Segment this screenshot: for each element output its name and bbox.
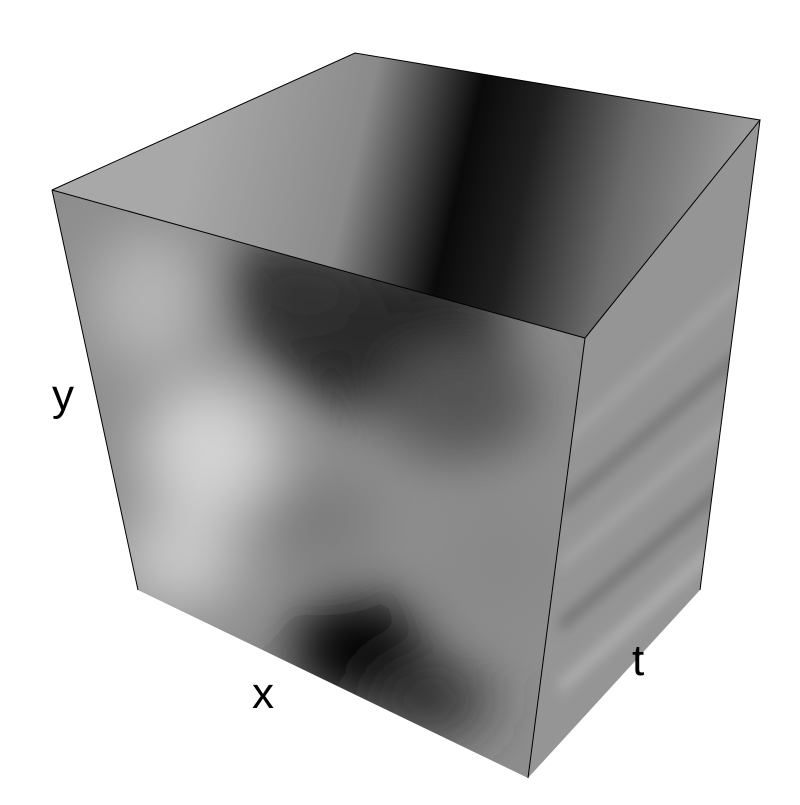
axis-label-y: y: [52, 371, 74, 420]
axis-label-t: t: [632, 636, 644, 685]
axis-label-x: x: [252, 669, 274, 718]
cube-edges: [51, 52, 761, 779]
